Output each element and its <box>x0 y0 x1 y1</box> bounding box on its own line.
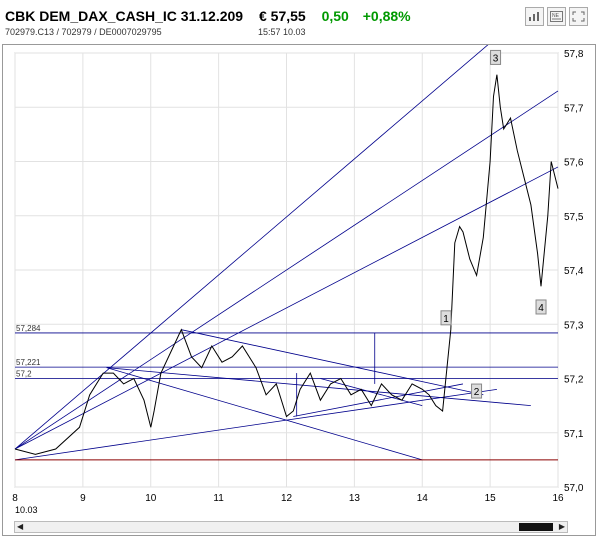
x-tick-label: 14 <box>417 493 429 504</box>
y-tick-label: 57,7 <box>564 103 584 114</box>
price-levels: 57,284 57,221 57,2 <box>15 324 558 461</box>
quote-time: 15:57 10.03 <box>258 27 306 37</box>
y-axis: 57,8 57,7 57,6 57,5 57,4 57,3 57,2 57,1 57,0 <box>564 49 584 494</box>
news-button[interactable]: NE <box>547 7 566 26</box>
x-tick-label: 8 <box>12 493 18 504</box>
y-tick-label: 57,3 <box>564 320 584 331</box>
y-tick-label: 57,8 <box>564 49 584 60</box>
chart-grid <box>14 52 559 488</box>
marker-label-4: 4 <box>538 303 544 314</box>
x-tick-label: 11 <box>213 493 224 504</box>
y-tick-label: 57,1 <box>564 429 584 440</box>
x-tick-label: 9 <box>80 493 86 504</box>
trendline <box>106 367 531 407</box>
price-change-percent: +0,88% <box>362 8 411 24</box>
trendline <box>14 388 497 461</box>
instrument-meta: 702979.C13 / 702979 / DE0007029795 15:57… <box>5 27 306 37</box>
trendline <box>320 378 423 407</box>
instrument-header: CBK DEM_DAX_CASH_IC 31.12.209 € 57,55 0,… <box>0 0 596 44</box>
news-icon: NE <box>550 11 563 22</box>
marker-box-4 <box>535 299 547 315</box>
x-tick-label: 12 <box>281 493 293 504</box>
marker-label-2: 2 <box>474 387 480 398</box>
marker-box-1 <box>440 310 452 326</box>
level-label: 57,221 <box>16 358 41 367</box>
news-icon-label: NE <box>552 13 560 19</box>
y-tick-label: 57,0 <box>564 483 584 494</box>
y-tick-label: 57,2 <box>564 375 584 386</box>
y-tick-label: 57,6 <box>564 158 584 169</box>
instrument-ids: 702979.C13 / 702979 / DE0007029795 <box>5 27 162 37</box>
quote-line: CBK DEM_DAX_CASH_IC 31.12.209 € 57,55 0,… <box>5 8 421 24</box>
level-label: 57,284 <box>16 324 41 333</box>
trendline <box>14 166 559 450</box>
x-tick-label: 16 <box>552 493 564 504</box>
price-series-line <box>14 74 559 455</box>
bar-chart-icon <box>529 12 539 21</box>
marker-box-3 <box>490 49 502 65</box>
x-date-label: 10.03 <box>15 505 38 515</box>
scroll-left-icon[interactable]: ◀ <box>17 522 24 531</box>
fullscreen-icon <box>572 11 585 22</box>
price-change: 0,50 <box>321 8 349 24</box>
chart-scrollbar[interactable]: ◀ ▶ <box>14 521 568 533</box>
marker-label-1: 1 <box>443 314 449 325</box>
marker-label-3: 3 <box>493 53 499 64</box>
scroll-right-icon[interactable]: ▶ <box>558 522 565 531</box>
scrollbar-thumb[interactable] <box>519 523 553 531</box>
trendline <box>14 30 504 450</box>
last-price: € 57,55 <box>258 8 306 24</box>
x-tick-label: 13 <box>349 493 361 504</box>
marker-box-2 <box>471 383 483 399</box>
trendline <box>293 383 464 417</box>
x-tick-label: 15 <box>485 493 497 504</box>
fullscreen-button[interactable] <box>569 7 588 26</box>
trendline <box>181 329 484 396</box>
y-tick-label: 57,5 <box>564 212 584 223</box>
level-label: 57,2 <box>16 370 32 379</box>
bar-chart-button[interactable] <box>525 7 544 26</box>
trendline <box>14 90 559 450</box>
instrument-title: CBK DEM_DAX_CASH_IC 31.12.209 <box>5 8 244 24</box>
chart-toolbar: NE <box>525 7 588 26</box>
y-tick-label: 57,4 <box>564 266 584 277</box>
x-axis: 8 9 10 11 12 13 14 15 16 10.03 <box>12 493 564 515</box>
x-tick-label: 10 <box>145 493 157 504</box>
trendlines <box>14 30 559 461</box>
